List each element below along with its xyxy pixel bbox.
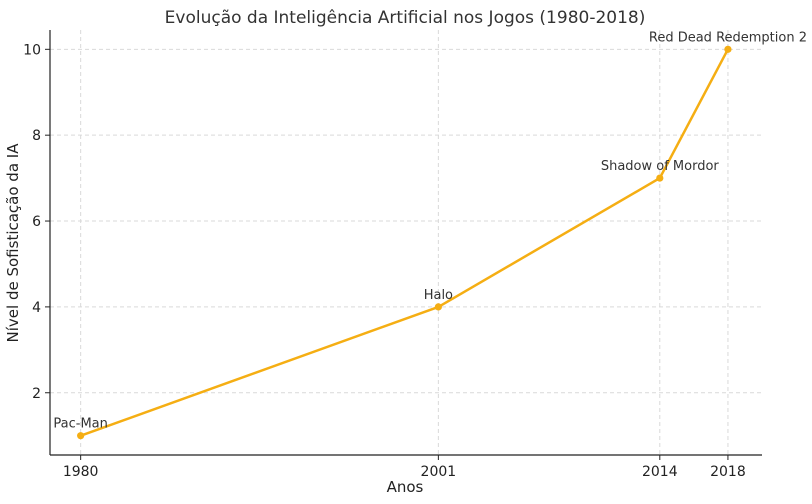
data-point [724,45,732,53]
data-point [434,303,442,311]
data-point [77,432,85,440]
y-tick-label: 6 [32,214,41,230]
point-label: Pac-Man [53,417,107,432]
x-tick-label: 2018 [710,464,746,480]
series [77,45,732,440]
y-tick-label: 10 [23,42,41,58]
x-tick-label: 2001 [421,464,457,480]
x-tick-label: 2014 [642,464,678,480]
y-axis-ticks: 2 4 6 8 10 [23,42,50,402]
axes-frame [49,30,762,456]
y-tick-label: 4 [32,300,41,316]
point-labels: Pac-Man Halo Shadow of Mordor Red Dead Rede… [53,30,807,431]
y-tick-label: 2 [32,386,41,402]
chart-title: Evolução da Inteligência Artificial nos … [165,8,646,28]
point-label: Halo [424,288,453,303]
point-label: Shadow of Mordor [601,159,720,174]
data-point [656,174,664,182]
point-label: Red Dead Redemption 2 [649,30,807,45]
series-line [80,48,730,437]
y-tick-label: 8 [32,128,41,144]
y-axis-label: Nível de Sofisticação da IA [4,143,22,343]
x-axis-label: Anos [387,478,424,496]
grid [50,30,762,455]
x-axis-ticks: 1980 2001 2014 2018 [63,455,746,480]
x-tick-label: 1980 [63,464,99,480]
